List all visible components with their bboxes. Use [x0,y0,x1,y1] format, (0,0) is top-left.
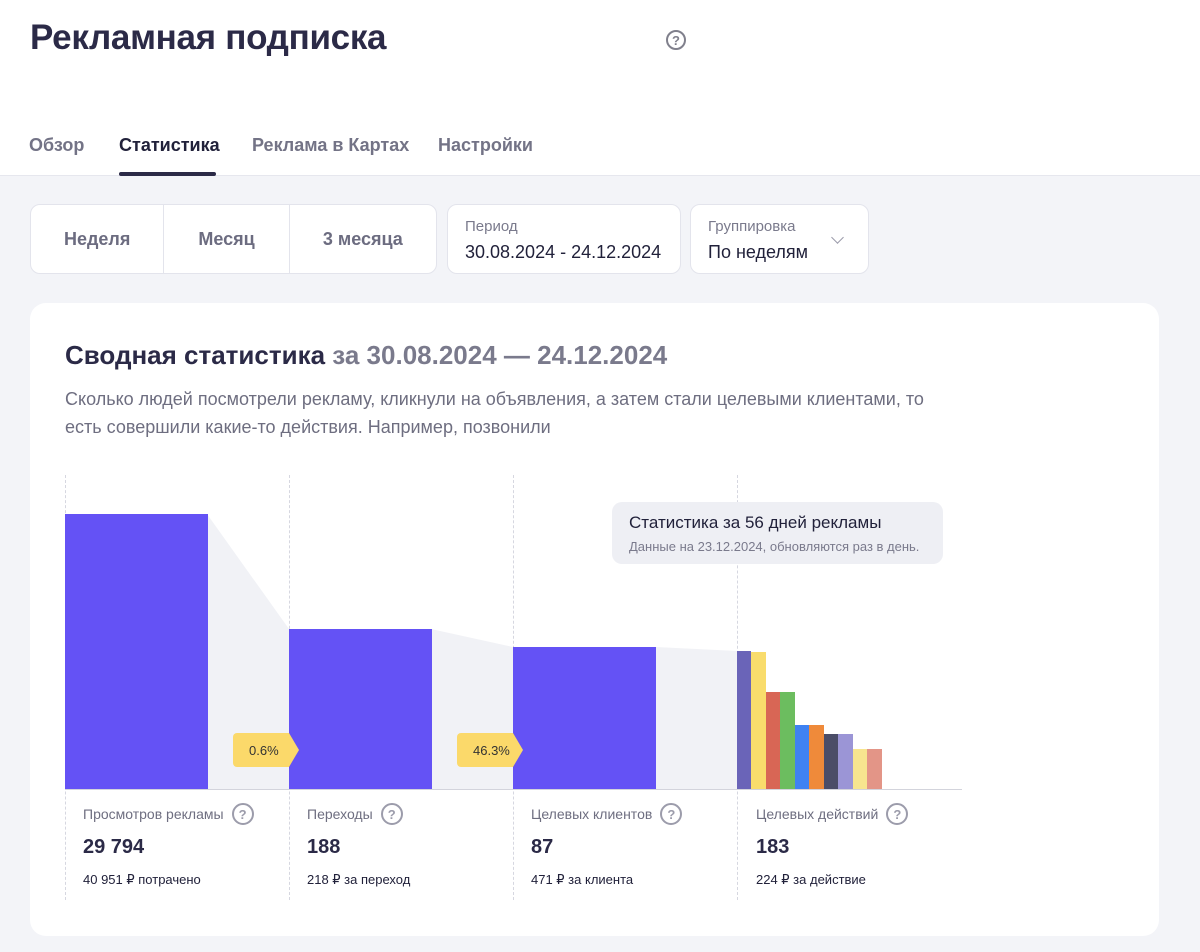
metric-value: 183 [756,836,790,858]
funnel-connector-1 [207,514,289,789]
action-bar [809,725,824,789]
bar-target-clients [513,647,656,789]
period-picker[interactable]: Период 30.08.2024 - 24.12.2024 [447,204,681,274]
tab-statistics[interactable]: Статистика [119,135,220,155]
metric-value: 29 794 [83,836,145,858]
action-bar [853,749,867,789]
stats-tooltip: Статистика за 56 дней рекламы Данные на … [612,502,943,564]
tooltip-subtitle: Данные на 23.12.2024, обновляются раз в … [629,539,920,554]
tab-overview[interactable]: Обзор [29,135,85,155]
action-bar [751,652,766,789]
help-icon[interactable]: ? [660,803,683,825]
summary-title: Сводная статистика за 30.08.2024 — 24.12… [65,340,667,371]
period-value: 30.08.2024 - 24.12.2024 [465,242,662,262]
preset-week-button[interactable]: Неделя [31,205,165,273]
grouping-value: По неделям [708,242,809,262]
period-presets: Неделя Месяц 3 месяца [30,204,437,274]
action-bar [780,692,795,789]
summary-description: Сколько людей посмотрели рекламу, кликну… [65,389,924,437]
preset-3-months-button[interactable]: 3 месяца [322,228,403,249]
help-icon[interactable]: ? [231,803,254,825]
tooltip-title: Статистика за 56 дней рекламы [629,513,882,532]
tab-map-ads[interactable]: Реклама в Картах [252,135,410,155]
metric-clicks: Переходы? 188 218 ₽ за переход [307,803,410,888]
metric-label: Целевых действий [756,806,879,822]
action-bar [824,734,838,789]
metric-subtext: 40 951 ₽ потрачено [83,872,201,887]
summary-title-text: Сводная статистика [65,340,326,370]
metric-label: Переходы [307,806,373,822]
bar-clicks [289,629,432,789]
metric-subtext: 218 ₽ за переход [307,872,411,887]
summary-card: Сводная статистика за 30.08.2024 — 24.12… [30,303,1159,936]
grouping-select[interactable]: Группировка По неделям [690,204,869,274]
action-bar [795,725,809,789]
bar-views [65,514,208,789]
period-label: Период [465,218,518,235]
page-title: Рекламная подписка [30,18,387,57]
tab-settings[interactable]: Настройки [438,135,533,155]
action-bar [867,749,882,789]
metric-label: Целевых клиентов [531,806,653,822]
funnel-connector-3 [656,647,737,789]
help-icon[interactable]: ? [666,30,686,50]
redacted-area [26,17,653,96]
metric-views: Просмотров рекламы? 29 794 40 951 ₽ потр… [83,803,254,888]
preset-month-button[interactable]: Месяц [164,205,290,273]
tab-bar: Обзор Статистика Реклама в Картах Настро… [0,130,1200,176]
funnel-chart: 0.6% 46.3% Статистика за 56 дней рекламы… [30,303,1159,936]
grouping-label: Группировка [708,218,796,235]
help-icon[interactable]: ? [886,803,909,825]
action-bar [838,734,853,789]
conversion-rate-badge: 0.6% [233,733,299,767]
metric-target-actions: Целевых действий? 183 224 ₽ за действие [756,803,909,888]
chart-baseline [65,789,962,790]
chevron-down-icon [831,231,844,244]
metric-target-clients: Целевых клиентов? 87 471 ₽ за клиента [531,803,683,888]
conversion-rate-badge: 46.3% [457,733,523,767]
metric-subtext: 471 ₽ за клиента [531,872,634,887]
metric-value: 188 [307,836,341,858]
metric-subtext: 224 ₽ за действие [756,872,866,887]
help-icon[interactable]: ? [380,803,403,825]
metric-label: Просмотров рекламы [83,806,224,822]
metric-value: 87 [531,836,554,858]
action-bar [737,651,751,789]
summary-title-period: за 30.08.2024 — 24.12.2024 [332,340,668,370]
active-tab-indicator [119,172,216,176]
action-bar [766,692,780,789]
